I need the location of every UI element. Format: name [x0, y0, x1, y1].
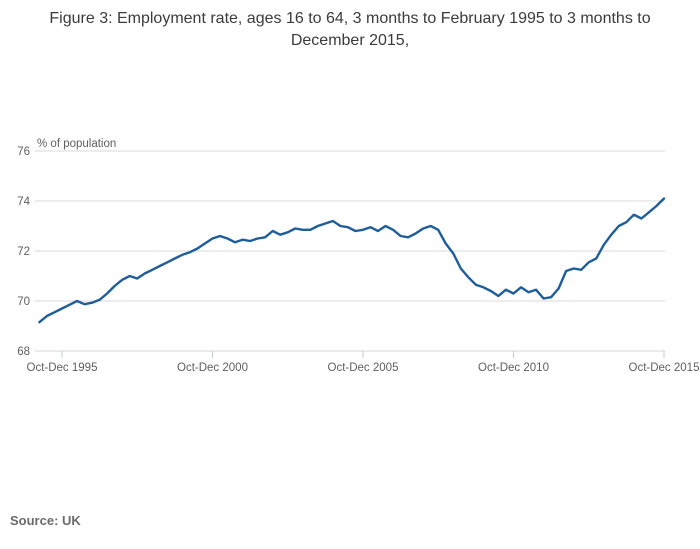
x-tick-label: Oct-Dec 2010 — [478, 362, 549, 374]
y-tick-label: 72 — [17, 246, 30, 258]
gridlines — [35, 150, 665, 352]
y-tick-label: 76 — [17, 146, 30, 158]
y-tick-label: 70 — [17, 296, 30, 308]
y-axis-unit-label: % of population — [37, 138, 116, 150]
x-tick-label: Oct-Dec 2015 — [629, 362, 700, 374]
employment-rate-line — [38, 197, 666, 324]
y-axis: 68 70 72 74 76 % of population — [17, 138, 116, 358]
chart-title: Figure 3: Employment rate, ages 16 to 64… — [49, 10, 651, 49]
x-tick-label: Oct-Dec 1995 — [27, 362, 98, 374]
x-tick-label: Oct-Dec 2000 — [177, 362, 248, 374]
x-tick-label: Oct-Dec 2005 — [328, 362, 399, 374]
x-axis-labels: Oct-Dec 1995 Oct-Dec 2000 Oct-Dec 2005 O… — [27, 362, 700, 374]
x-axis-ticks — [61, 351, 665, 358]
y-tick-label: 68 — [17, 346, 30, 358]
source-note: Source: UK — [10, 513, 81, 528]
y-tick-label: 74 — [17, 196, 30, 208]
